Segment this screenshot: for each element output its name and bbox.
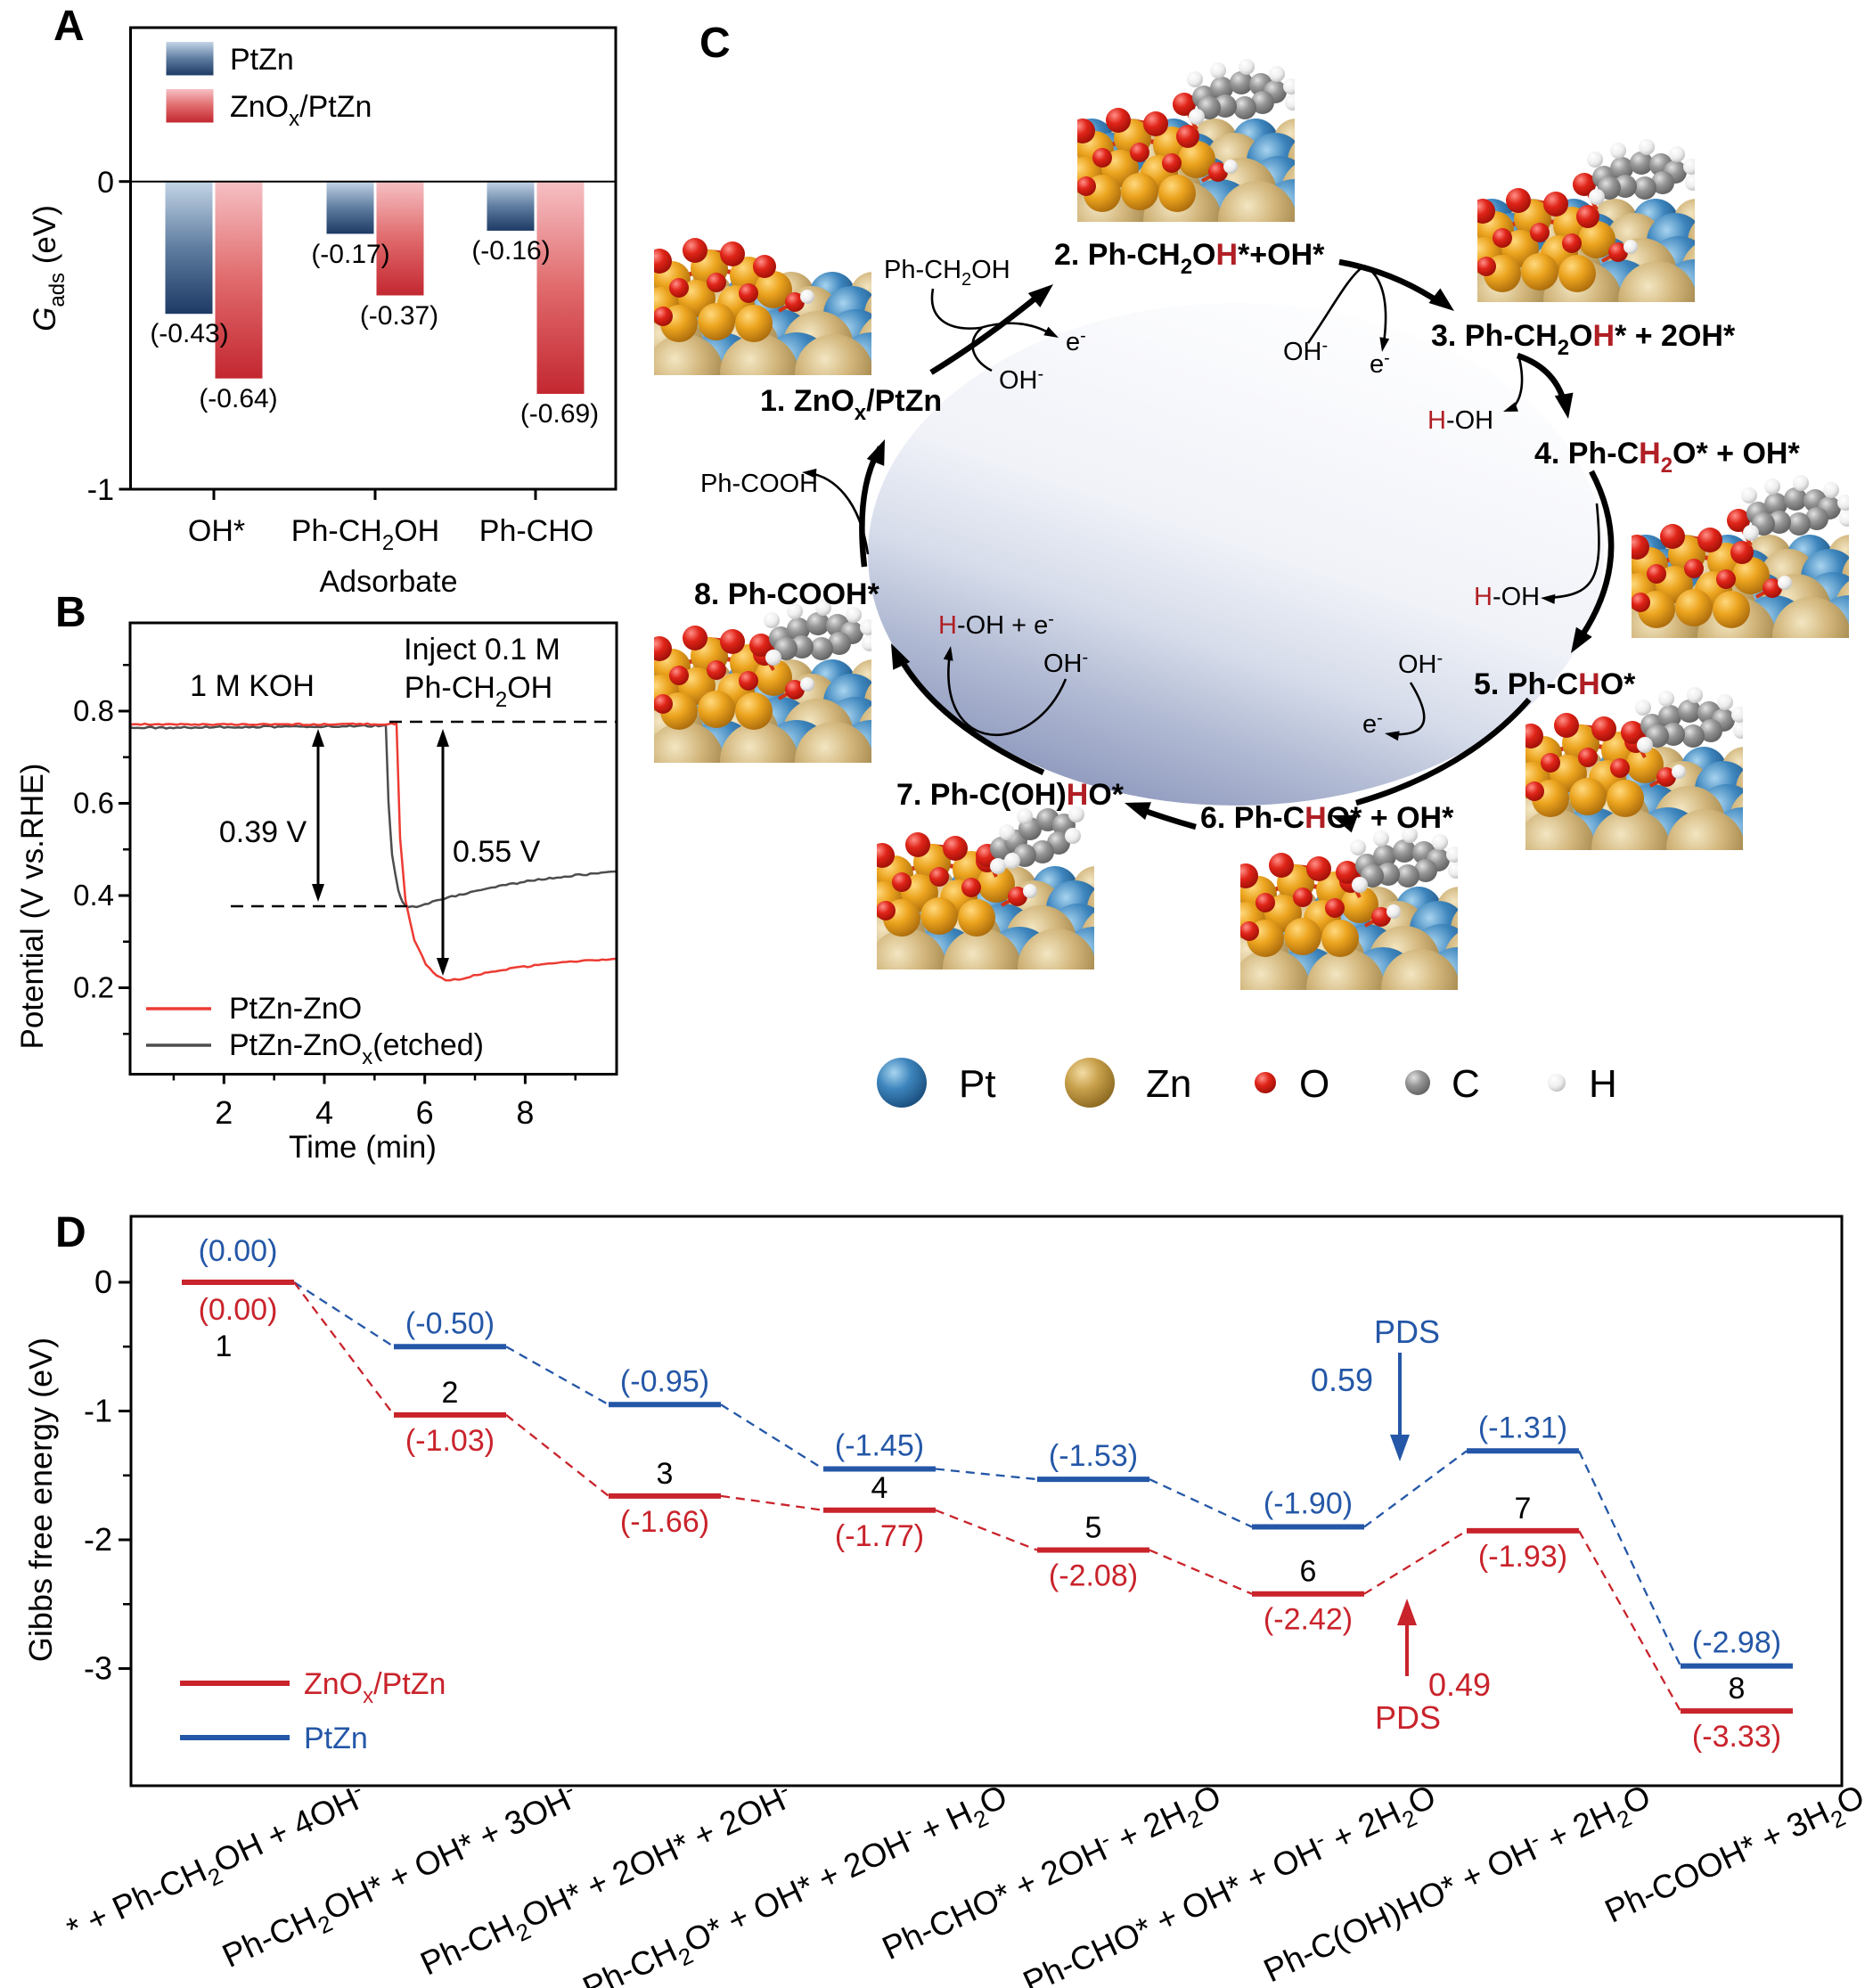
svg-text:0: 0 — [94, 1264, 112, 1300]
svg-text:C: C — [699, 20, 731, 67]
svg-text:0.6: 0.6 — [73, 787, 114, 820]
svg-text:Gibbs free energy (eV): Gibbs free energy (eV) — [22, 1338, 59, 1662]
svg-text:B: B — [55, 589, 86, 636]
svg-text:(-0.64): (-0.64) — [199, 384, 277, 413]
svg-text:8: 8 — [1729, 1672, 1746, 1706]
svg-text:OH-: OH- — [999, 364, 1043, 395]
svg-text:6: 6 — [1300, 1555, 1317, 1589]
svg-text:7: 7 — [1515, 1492, 1532, 1526]
svg-text:0.8: 0.8 — [73, 694, 114, 727]
svg-text:4: 4 — [871, 1471, 888, 1505]
svg-text:0.2: 0.2 — [73, 971, 114, 1004]
svg-text:6: 6 — [416, 1094, 434, 1131]
svg-text:OH-: OH- — [1283, 336, 1328, 366]
svg-text:-3: -3 — [84, 1650, 112, 1687]
svg-text:(-0.43): (-0.43) — [150, 319, 228, 348]
svg-text:6. Ph-CHO* + OH*: 6. Ph-CHO* + OH* — [1200, 801, 1454, 835]
svg-text:1. ZnOx/PtZn: 1. ZnOx/PtZn — [760, 384, 942, 425]
svg-text:(-1.03): (-1.03) — [405, 1424, 495, 1458]
svg-text:PtZn: PtZn — [230, 43, 294, 77]
svg-text:e-: e- — [1370, 348, 1390, 379]
svg-text:0.55 V: 0.55 V — [453, 835, 541, 869]
svg-text:Ph-COOH: Ph-COOH — [700, 470, 818, 498]
svg-text:5. Ph-CHO*: 5. Ph-CHO* — [1474, 667, 1636, 701]
svg-text:O: O — [1299, 1062, 1329, 1106]
svg-text:Potential (V vs.RHE): Potential (V vs.RHE) — [15, 764, 50, 1050]
svg-text:0.49: 0.49 — [1428, 1666, 1491, 1703]
svg-text:(-0.17): (-0.17) — [311, 240, 389, 269]
svg-text:PtZn-ZnOx(etched): PtZn-ZnOx(etched) — [229, 1028, 484, 1069]
svg-text:Time (min): Time (min) — [289, 1130, 437, 1165]
svg-text:2: 2 — [442, 1376, 459, 1410]
svg-text:(-0.37): (-0.37) — [360, 301, 438, 331]
svg-text:H-OH + e-: H-OH + e- — [938, 609, 1054, 640]
svg-text:Pt: Pt — [959, 1062, 996, 1106]
svg-text:1: 1 — [216, 1329, 233, 1363]
svg-text:PDS: PDS — [1374, 1313, 1440, 1350]
svg-text:(0.00): (0.00) — [199, 1293, 278, 1327]
svg-text:0.4: 0.4 — [73, 879, 114, 912]
svg-text:OH*: OH* — [188, 514, 245, 548]
svg-text:A: A — [53, 3, 85, 50]
svg-text:H-OH: H-OH — [1427, 406, 1493, 435]
svg-text:4. Ph-CH2O* + OH*: 4. Ph-CH2O* + OH* — [1534, 437, 1800, 478]
svg-text:Adsorbate: Adsorbate — [320, 565, 458, 599]
svg-text:H: H — [1589, 1062, 1617, 1106]
svg-text:PtZn: PtZn — [304, 1722, 368, 1755]
svg-text:8: 8 — [516, 1094, 534, 1131]
svg-text:0: 0 — [97, 166, 114, 200]
svg-text:2: 2 — [215, 1094, 233, 1131]
svg-text:(-1.77): (-1.77) — [835, 1519, 924, 1553]
svg-text:1 M KOH: 1 M KOH — [190, 669, 315, 703]
svg-text:4: 4 — [315, 1094, 333, 1131]
svg-text:Zn: Zn — [1146, 1062, 1191, 1106]
svg-text:(-1.31): (-1.31) — [1478, 1411, 1567, 1444]
svg-text:(-0.69): (-0.69) — [520, 399, 599, 429]
svg-text:7. Ph-C(OH)HO*: 7. Ph-C(OH)HO* — [896, 778, 1125, 812]
svg-text:2. Ph-CH2OH*+OH*: 2. Ph-CH2OH*+OH* — [1054, 238, 1325, 279]
svg-text:Gads (eV): Gads (eV) — [28, 205, 70, 331]
svg-text:(-0.95): (-0.95) — [620, 1364, 709, 1398]
svg-text:Ph-CH2OH: Ph-CH2OH — [405, 671, 552, 712]
svg-text:ZnOx/PtZn: ZnOx/PtZn — [230, 90, 372, 131]
svg-text:3. Ph-CH2OH* + 2OH*: 3. Ph-CH2OH* + 2OH* — [1431, 319, 1736, 360]
svg-text:8. Ph-COOH*: 8. Ph-COOH* — [694, 577, 880, 611]
svg-text:(-0.50): (-0.50) — [405, 1306, 495, 1340]
svg-text:D: D — [55, 1209, 86, 1256]
svg-text:(-0.16): (-0.16) — [471, 236, 550, 266]
svg-text:H-OH: H-OH — [1474, 583, 1540, 611]
svg-text:ZnOx/PtZn: ZnOx/PtZn — [304, 1667, 446, 1708]
svg-text:(-1.90): (-1.90) — [1264, 1487, 1353, 1521]
svg-text:5: 5 — [1085, 1511, 1102, 1545]
svg-text:C: C — [1452, 1062, 1480, 1106]
svg-text:Inject 0.1 M: Inject 0.1 M — [404, 633, 560, 667]
svg-text:(-2.08): (-2.08) — [1049, 1559, 1138, 1593]
svg-text:Ph-CH2OH: Ph-CH2OH — [291, 514, 439, 555]
svg-text:Ph-CHO: Ph-CHO — [479, 514, 593, 548]
svg-text:-1: -1 — [87, 473, 114, 507]
svg-text:-2: -2 — [84, 1521, 112, 1558]
svg-text:(-1.66): (-1.66) — [620, 1505, 709, 1539]
svg-text:PDS: PDS — [1375, 1699, 1441, 1736]
svg-text:0.59: 0.59 — [1311, 1362, 1373, 1398]
svg-text:(-1.93): (-1.93) — [1478, 1540, 1567, 1574]
svg-text:(-1.45): (-1.45) — [835, 1429, 924, 1463]
svg-text:(0.00): (0.00) — [199, 1234, 278, 1268]
svg-text:(-2.42): (-2.42) — [1264, 1603, 1353, 1637]
svg-text:(-2.98): (-2.98) — [1692, 1626, 1781, 1660]
svg-text:-1: -1 — [84, 1393, 112, 1429]
svg-text:OH-: OH- — [1398, 649, 1443, 679]
svg-text:OH-: OH- — [1043, 648, 1088, 678]
svg-text:(-3.33): (-3.33) — [1692, 1720, 1781, 1754]
svg-text:e-: e- — [1362, 708, 1383, 739]
svg-text:e-: e- — [1066, 326, 1086, 356]
svg-text:PtZn-ZnO: PtZn-ZnO — [229, 992, 362, 1026]
svg-text:Ph-CH2OH: Ph-CH2OH — [884, 256, 1010, 290]
svg-text:0.39 V: 0.39 V — [219, 815, 307, 849]
svg-text:3: 3 — [657, 1457, 674, 1491]
svg-text:(-1.53): (-1.53) — [1049, 1439, 1138, 1473]
